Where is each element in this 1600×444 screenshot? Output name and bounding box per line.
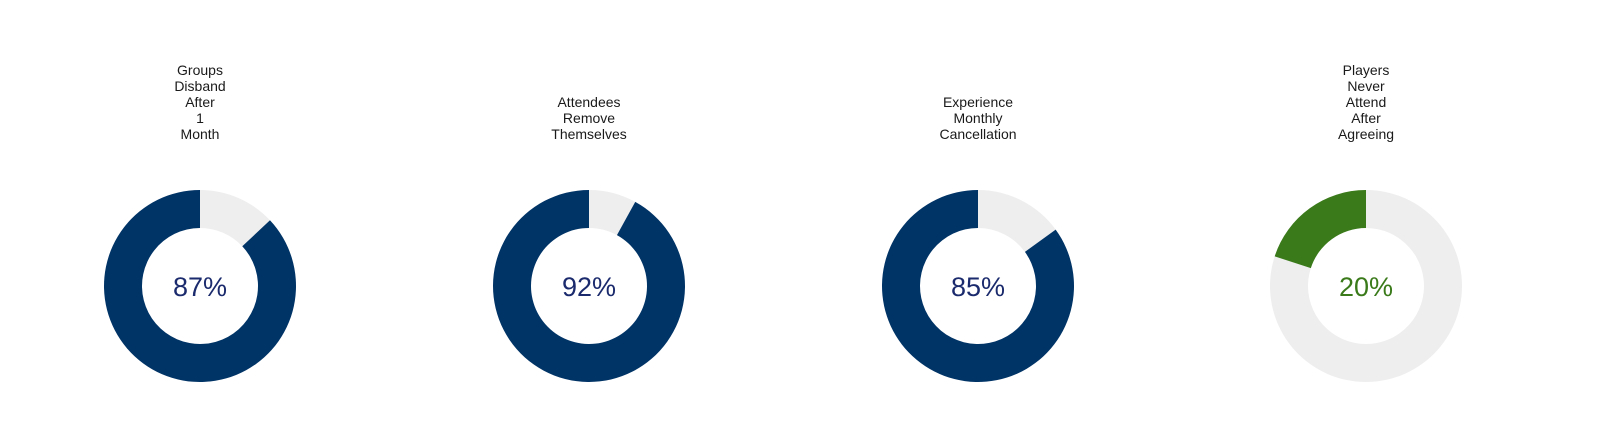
donut-chart-svg: 85%: [882, 190, 1074, 382]
donut-slice-remainder: [200, 190, 270, 247]
chart-title-line: Disband: [174, 78, 226, 94]
chart-title-line: Month: [180, 126, 220, 142]
donut-slice-remainder: [978, 190, 1056, 252]
chart-title: Attendees Remove Themselves: [439, 94, 739, 142]
donut-chart-svg: 20%: [1270, 190, 1462, 382]
donut-value-label: 85%: [951, 272, 1005, 302]
donut-slice-value: [104, 190, 296, 382]
chart-title-line: Cancellation: [939, 126, 1017, 142]
donut-value-label: 20%: [1339, 272, 1393, 302]
chart-title: Players Never Attend After Agreeing: [1216, 62, 1516, 142]
chart-title-line: 1: [196, 110, 204, 126]
donut-slice-value: [1274, 190, 1366, 269]
chart-title-line: Players: [1342, 62, 1390, 78]
chart-title-line: Attendees: [557, 94, 621, 110]
chart-title-line: After: [1351, 110, 1381, 126]
chart-title-line: Attend: [1345, 94, 1387, 110]
chart-title-line: Groups: [177, 62, 223, 78]
donut-slice-value: [493, 190, 685, 382]
chart-title-line: Monthly: [953, 110, 1003, 126]
donut-chart-2: Attendees Remove Themselves 92%: [439, 0, 739, 444]
chart-title-line: Never: [1347, 78, 1385, 94]
chart-title: Experience Monthly Cancellation: [828, 94, 1128, 142]
donut-chart-svg: 87%: [104, 190, 296, 382]
donut-slice-remainder: [1270, 190, 1462, 382]
chart-title-line: Agreeing: [1337, 126, 1395, 142]
chart-title-line: After: [185, 94, 215, 110]
donut-slice-remainder: [589, 190, 636, 236]
donut-value-label: 92%: [562, 272, 616, 302]
chart-title-line: Themselves: [551, 126, 627, 142]
donut-chart-svg: 92%: [493, 190, 685, 382]
donut-chart-3: Experience Monthly Cancellation 85%: [828, 0, 1128, 444]
chart-title-line: Experience: [942, 94, 1014, 110]
chart-title: Groups Disband After 1 Month: [50, 62, 350, 142]
donut-slice-value: [882, 190, 1074, 382]
donut-chart-4: Players Never Attend After Agreeing 20%: [1216, 0, 1516, 444]
donut-chart-1: Groups Disband After 1 Month 87%: [50, 0, 350, 444]
donut-value-label: 87%: [173, 272, 227, 302]
chart-title-line: Remove: [562, 110, 616, 126]
